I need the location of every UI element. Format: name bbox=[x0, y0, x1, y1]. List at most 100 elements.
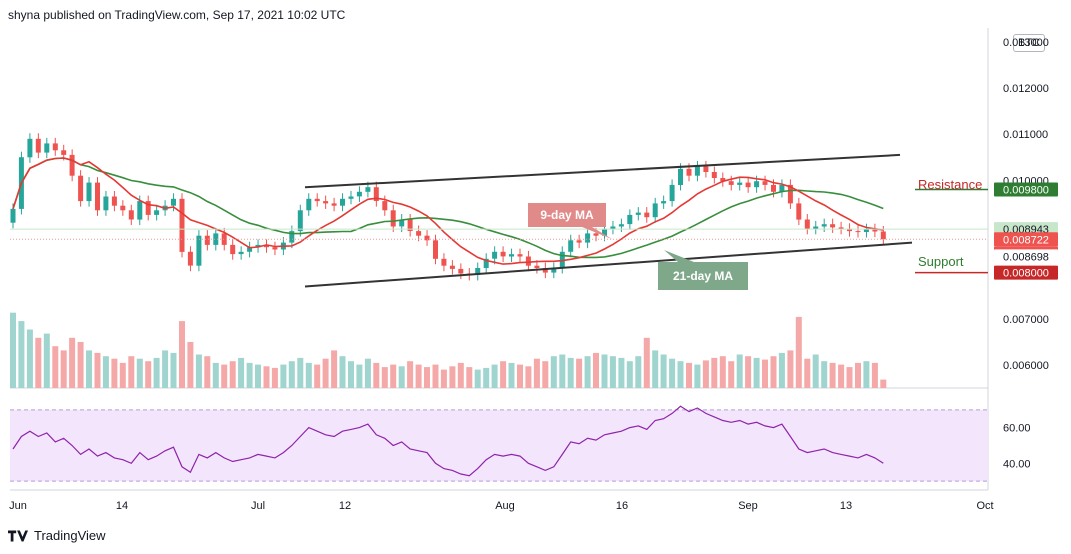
candle-body bbox=[449, 265, 455, 269]
volume-bar bbox=[187, 342, 194, 388]
candle-body bbox=[441, 258, 447, 266]
candle-body bbox=[382, 201, 388, 211]
time-tick-label: Oct bbox=[976, 500, 993, 512]
volume-bar bbox=[660, 354, 667, 388]
candle-body bbox=[373, 187, 379, 201]
volume-bar bbox=[119, 362, 126, 388]
candle-body bbox=[787, 184, 793, 204]
candle-body bbox=[576, 240, 582, 243]
volume-bar bbox=[179, 321, 185, 388]
volume-bar bbox=[855, 362, 861, 388]
volume-bar bbox=[863, 361, 870, 388]
rsi-panel bbox=[10, 405, 988, 482]
volume-bar bbox=[449, 366, 456, 388]
volume-bar bbox=[35, 337, 42, 388]
volume-bar bbox=[60, 350, 67, 388]
candle-body bbox=[280, 242, 286, 250]
candle-body bbox=[517, 254, 523, 257]
candle-body bbox=[804, 219, 810, 229]
volume-bar bbox=[246, 362, 253, 388]
candle-body bbox=[196, 235, 202, 266]
candle-body bbox=[821, 224, 827, 227]
volume-bar bbox=[745, 356, 752, 388]
volume-bar bbox=[440, 369, 447, 388]
volume-bar bbox=[491, 364, 498, 388]
ma9-callout-label: 9-day MA bbox=[540, 208, 594, 222]
volume-bar bbox=[694, 364, 701, 388]
volume-bar bbox=[686, 362, 692, 388]
volume-bar bbox=[466, 367, 473, 388]
candle-body bbox=[154, 210, 160, 215]
candle-body bbox=[559, 251, 565, 268]
candle-body bbox=[466, 273, 472, 275]
volume-bar bbox=[474, 369, 481, 388]
price-label-countdown: 13:57:39 bbox=[1005, 248, 1048, 260]
candle-body bbox=[771, 184, 776, 192]
volume-bar bbox=[576, 358, 583, 388]
volume-bar bbox=[221, 364, 228, 388]
candle-body bbox=[69, 154, 75, 176]
volume-bar bbox=[584, 356, 591, 388]
volume-bar bbox=[111, 358, 118, 388]
candle-body bbox=[678, 168, 683, 185]
candle-body bbox=[872, 229, 878, 232]
price-label-resistance: 0.009800 bbox=[1003, 185, 1049, 197]
volume-bar bbox=[288, 361, 295, 388]
volume-bar bbox=[280, 364, 287, 388]
candle-body bbox=[365, 187, 371, 192]
volume-bar bbox=[567, 357, 574, 388]
candle-body bbox=[120, 205, 126, 211]
volume-bar bbox=[255, 364, 261, 388]
price-label-bg bbox=[994, 249, 1058, 264]
volume-bar bbox=[356, 364, 363, 388]
volume-bar bbox=[238, 357, 245, 388]
candle-body bbox=[297, 210, 303, 232]
candle-body bbox=[483, 258, 489, 268]
volume-bar bbox=[778, 352, 785, 388]
candle-body bbox=[661, 201, 667, 204]
candle-body bbox=[171, 198, 176, 206]
time-tick-label: Aug bbox=[495, 500, 515, 512]
currency-button[interactable]: BTC bbox=[1013, 34, 1045, 52]
volume-bar bbox=[390, 364, 397, 388]
volume-bar bbox=[77, 342, 84, 388]
candle-body bbox=[745, 182, 751, 188]
volume-bar bbox=[212, 362, 219, 388]
candle-body bbox=[340, 198, 345, 206]
volume-bar bbox=[508, 362, 515, 388]
candle-body bbox=[331, 203, 337, 206]
volume-bar bbox=[204, 356, 211, 388]
volume-bar bbox=[770, 356, 777, 388]
candle-body bbox=[145, 201, 151, 215]
candle-body bbox=[509, 254, 514, 257]
candle-body bbox=[323, 201, 329, 204]
volume-bar bbox=[52, 346, 59, 388]
candle-body bbox=[542, 268, 548, 273]
volume-bar bbox=[415, 364, 422, 388]
rsi-tick-label: 40.00 bbox=[1003, 458, 1031, 470]
volume-bar bbox=[601, 354, 608, 388]
candle-body bbox=[204, 235, 210, 245]
candle-body bbox=[534, 265, 540, 268]
volume-bar bbox=[86, 350, 92, 388]
candle-body bbox=[830, 224, 836, 228]
volume-bar bbox=[10, 312, 16, 388]
moving-averages bbox=[12, 157, 884, 265]
high-value: 0.008894 bbox=[283, 36, 330, 48]
volume-bar bbox=[162, 350, 169, 388]
candle-body bbox=[568, 240, 574, 252]
price-label-ma9: 0.008698 bbox=[1003, 251, 1049, 263]
volume-bar bbox=[398, 366, 405, 388]
ma21-callout-bg bbox=[658, 250, 748, 290]
volume-bar bbox=[94, 352, 101, 388]
price-pane bbox=[10, 28, 988, 388]
volume-bar bbox=[500, 361, 507, 388]
candle-body bbox=[306, 198, 312, 211]
volume-bar bbox=[407, 361, 414, 388]
ma9-line bbox=[12, 157, 884, 265]
volume-bar bbox=[762, 359, 768, 388]
volume-bar bbox=[483, 367, 490, 388]
candle-body bbox=[255, 244, 261, 248]
candle-body bbox=[61, 150, 67, 155]
